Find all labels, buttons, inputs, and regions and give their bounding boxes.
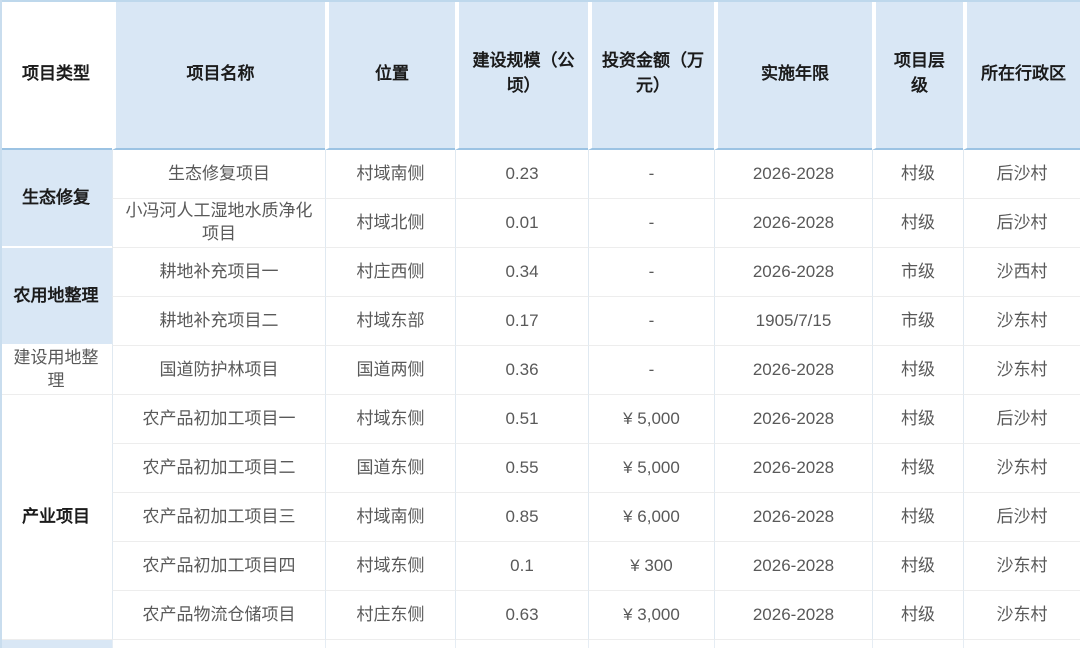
partial-next-row-cell: [112, 640, 325, 648]
cell-location: 村域东侧: [325, 542, 455, 591]
cell-level: 村级: [872, 346, 963, 395]
column-header-level: 项目层级: [872, 0, 963, 150]
cell-location: 村域南侧: [325, 150, 455, 199]
cell-years: 2026-2028: [714, 248, 872, 297]
cell-district: 后沙村: [963, 199, 1080, 248]
cell-investment: ¥ 3,000: [588, 591, 714, 640]
cell-district: 沙西村: [963, 248, 1080, 297]
partial-next-row-cell: [455, 640, 588, 648]
cell-scale: 0.36: [455, 346, 588, 395]
cell-location: 国道两侧: [325, 346, 455, 395]
cell-level: 市级: [872, 297, 963, 346]
column-header-location: 位置: [325, 0, 455, 150]
cell-years: 2026-2028: [714, 199, 872, 248]
project-type-group-cell: 建设用地整理: [0, 346, 112, 395]
project-type-group-cell: 产业项目: [0, 395, 112, 640]
cell-years: 2026-2028: [714, 444, 872, 493]
cell-scale: 0.63: [455, 591, 588, 640]
cell-district: 后沙村: [963, 150, 1080, 199]
cell-investment: ¥ 5,000: [588, 395, 714, 444]
column-header-investment: 投资金额（万元）: [588, 0, 714, 150]
cell-investment: -: [588, 346, 714, 395]
cell-years: 2026-2028: [714, 346, 872, 395]
cell-level: 村级: [872, 395, 963, 444]
partial-next-row-cell: [963, 640, 1080, 648]
partial-next-row-cell: [0, 640, 112, 648]
column-header-project-name: 项目名称: [112, 0, 325, 150]
cell-years: 2026-2028: [714, 542, 872, 591]
cell-scale: 0.55: [455, 444, 588, 493]
cell-location: 村庄西侧: [325, 248, 455, 297]
cell-district: 沙东村: [963, 297, 1080, 346]
cell-scale: 0.51: [455, 395, 588, 444]
partial-next-row-cell: [588, 640, 714, 648]
cell-scale: 0.01: [455, 199, 588, 248]
cell-district: 后沙村: [963, 395, 1080, 444]
cell-project-name: 耕地补充项目二: [112, 297, 325, 346]
partial-next-row-cell: [872, 640, 963, 648]
cell-project-name: 农产品初加工项目三: [112, 493, 325, 542]
cell-scale: 0.1: [455, 542, 588, 591]
cell-scale: 0.17: [455, 297, 588, 346]
cell-project-name: 耕地补充项目一: [112, 248, 325, 297]
cell-project-name: 农产品初加工项目二: [112, 444, 325, 493]
cell-location: 村域东侧: [325, 395, 455, 444]
cell-level: 市级: [872, 248, 963, 297]
cell-investment: -: [588, 150, 714, 199]
cell-district: 沙东村: [963, 542, 1080, 591]
cell-level: 村级: [872, 444, 963, 493]
cell-investment: -: [588, 199, 714, 248]
cell-district: 沙东村: [963, 346, 1080, 395]
cell-district: 沙东村: [963, 444, 1080, 493]
cell-years: 2026-2028: [714, 493, 872, 542]
cell-years: 2026-2028: [714, 150, 872, 199]
cell-project-name: 农产品初加工项目四: [112, 542, 325, 591]
cell-investment: ¥ 6,000: [588, 493, 714, 542]
cell-project-name: 国道防护林项目: [112, 346, 325, 395]
cell-years: 1905/7/15: [714, 297, 872, 346]
column-header-district: 所在行政区: [963, 0, 1080, 150]
cell-scale: 0.23: [455, 150, 588, 199]
cell-scale: 0.85: [455, 493, 588, 542]
cell-level: 村级: [872, 493, 963, 542]
partial-next-row-cell: [714, 640, 872, 648]
column-header-years: 实施年限: [714, 0, 872, 150]
cell-project-name: 生态修复项目: [112, 150, 325, 199]
project-type-group-cell: 生态修复: [0, 150, 112, 248]
column-header-project-type: 项目类型: [0, 0, 112, 150]
cell-project-name: 农产品物流仓储项目: [112, 591, 325, 640]
cell-level: 村级: [872, 542, 963, 591]
cell-scale: 0.34: [455, 248, 588, 297]
cell-level: 村级: [872, 591, 963, 640]
cell-location: 村域北侧: [325, 199, 455, 248]
cell-location: 村庄东侧: [325, 591, 455, 640]
cell-location: 村域东部: [325, 297, 455, 346]
cell-level: 村级: [872, 199, 963, 248]
cell-investment: ¥ 300: [588, 542, 714, 591]
cell-years: 2026-2028: [714, 395, 872, 444]
cell-district: 沙东村: [963, 591, 1080, 640]
cell-location: 村域南侧: [325, 493, 455, 542]
cell-project-name: 农产品初加工项目一: [112, 395, 325, 444]
cell-years: 2026-2028: [714, 591, 872, 640]
cell-investment: ¥ 5,000: [588, 444, 714, 493]
cell-location: 国道东侧: [325, 444, 455, 493]
cell-investment: -: [588, 248, 714, 297]
project-type-group-cell: 农用地整理: [0, 248, 112, 346]
column-header-scale: 建设规模（公顷）: [455, 0, 588, 150]
cell-level: 村级: [872, 150, 963, 199]
cell-investment: -: [588, 297, 714, 346]
cell-district: 后沙村: [963, 493, 1080, 542]
cell-project-name: 小冯河人工湿地水质净化项目: [112, 199, 325, 248]
partial-next-row-cell: [325, 640, 455, 648]
